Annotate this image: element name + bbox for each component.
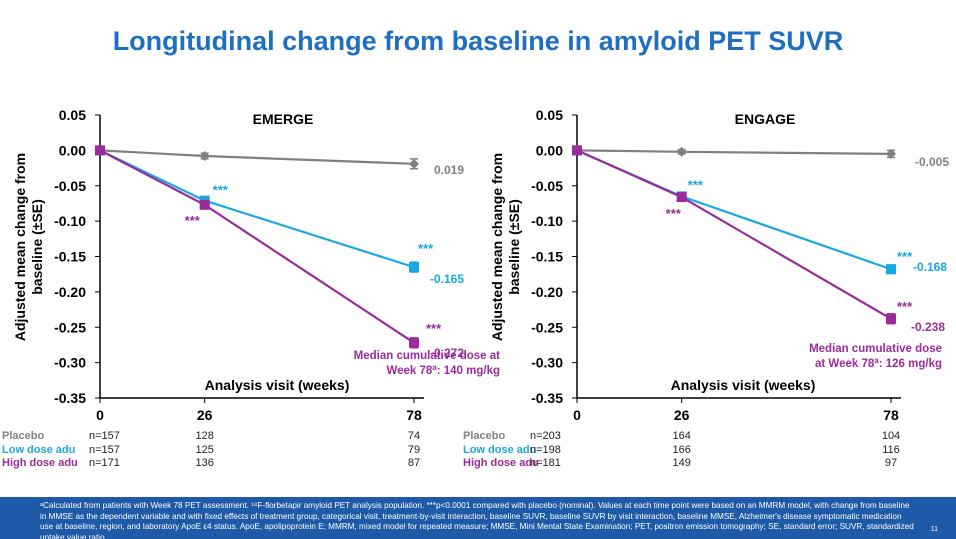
panel-title: ENGAGE	[735, 111, 796, 127]
data-point-placebo	[676, 146, 687, 157]
dose-annotation-line2: at Week 78a: 126 mg/kg	[815, 356, 942, 371]
n-table-label: Placebo	[2, 430, 45, 442]
n-table-label: High dose adu	[463, 457, 539, 469]
x-tick-label: 0	[573, 407, 581, 423]
data-point-high	[199, 199, 210, 210]
data-point-high	[676, 192, 687, 203]
data-point-high	[95, 145, 105, 156]
y-tick-label: -0.15	[54, 249, 86, 265]
y-tick-label: -0.15	[531, 249, 563, 265]
page-number: 11	[930, 526, 938, 533]
n-table-cell: n=171	[89, 457, 120, 469]
series-line-high	[99, 149, 415, 344]
significance-stars-low: ***	[213, 183, 229, 198]
y-tick-label: -0.20	[531, 284, 563, 300]
y-tick-label: 0.05	[59, 107, 86, 123]
n-table-cell: 164	[672, 430, 691, 442]
series-line-placebo	[99, 149, 415, 165]
n-table-cell: 116	[882, 443, 900, 456]
dose-annotation-line2: Week 78a: 140 mg/kg	[386, 363, 500, 378]
y-tick-label: 0.05	[536, 107, 563, 123]
y-tick-label: -0.35	[531, 390, 563, 406]
n-table-cell: 166	[672, 443, 691, 456]
y-axis-title: Adjusted mean change frombaseline (±SE)	[489, 153, 522, 341]
end-value-label-low: -0.168	[913, 260, 947, 274]
end-value-label-placebo: 0.019	[434, 163, 464, 177]
y-axis-title: Adjusted mean change frombaseline (±SE)	[12, 153, 45, 341]
n-table-cell: 97	[884, 457, 898, 469]
y-tick-label: -0.30	[54, 355, 86, 371]
dose-annotation-line1: Median cumulative dose at	[354, 350, 501, 362]
n-table-cell: n=181	[530, 457, 561, 469]
n-table-label: Placebo	[463, 430, 506, 442]
significance-stars-high: ***	[426, 321, 442, 336]
x-tick-label: 0	[96, 407, 104, 423]
data-point-placebo	[409, 158, 419, 169]
significance-stars-high: ***	[897, 299, 913, 314]
n-table-cell: 87	[407, 457, 421, 469]
n-table-cell: 104	[881, 430, 901, 442]
n-table-cell: 128	[195, 430, 214, 442]
significance-stars-high: ***	[666, 206, 682, 221]
end-value-label-high: -0.272	[430, 346, 464, 360]
x-tick-label: 78	[883, 407, 899, 423]
data-point-low	[886, 264, 896, 275]
significance-stars-low: ***	[688, 177, 704, 192]
data-point-placebo	[199, 151, 210, 162]
series-line-high	[576, 149, 892, 320]
n-table-label: High dose adu	[2, 457, 78, 469]
x-tick-label: 78	[406, 407, 422, 423]
dose-annotation-line1: Median cumulative dose	[809, 343, 942, 355]
charts-canvas: 0.05 0.00 -0.05 -0.10 -0.15 -0.20 -0.25 -0.30 -0…	[12, 107, 949, 423]
y-tick-label: 0.00	[59, 142, 86, 158]
y-tick-label: -0.35	[54, 390, 86, 406]
end-value-label-low: -0.165	[430, 272, 464, 286]
y-tick-label: -0.10	[531, 213, 563, 229]
end-value-label-placebo: -0.005	[915, 155, 949, 169]
chart-emerge: 0.05 0.00 -0.05 -0.10 -0.15 -0.20 -0.25 -0.30 -0…	[12, 107, 500, 423]
x-axis-title: Analysis visit (weeks)	[205, 377, 350, 393]
y-tick-label: -0.30	[531, 355, 563, 371]
n-table-cell: 79	[407, 443, 421, 456]
significance-stars-low: ***	[897, 249, 913, 264]
significance-stars-high: ***	[185, 213, 201, 228]
n-table-cell: 74	[407, 430, 421, 442]
panel-title: EMERGE	[253, 111, 314, 127]
y-tick-label: -0.10	[54, 213, 86, 229]
footnote-bar: ᵃCalculated from patients with Week 78 P…	[0, 497, 956, 539]
x-tick-label: 26	[197, 407, 213, 423]
slide-title: Longitudinal change from baseline in amy…	[112, 26, 844, 56]
data-point-high	[572, 145, 582, 156]
significance-stars-low: ***	[418, 241, 434, 256]
end-value-label-high: -0.238	[911, 320, 945, 334]
y-tick-label: -0.25	[531, 319, 563, 335]
n-table-cell: n=157	[89, 430, 120, 442]
n-table-cell: n=157	[89, 443, 120, 456]
x-axis-title: Analysis visit (weeks)	[671, 377, 816, 393]
n-table-label: Low dose adu	[2, 443, 76, 456]
n-table-cell: n=203	[530, 430, 561, 442]
y-tick-label: -0.05	[531, 178, 563, 194]
data-point-high	[409, 337, 419, 348]
n-table-cell: n=198	[530, 443, 561, 456]
y-tick-label: 0.00	[536, 142, 563, 158]
y-tick-label: -0.25	[54, 319, 86, 335]
y-tick-label: -0.05	[54, 178, 86, 194]
series-line-placebo	[576, 149, 892, 156]
series-line-low	[576, 149, 892, 271]
data-point-low	[409, 262, 419, 273]
chart-engage: 0.05 0.00 -0.05 -0.10 -0.15 -0.20 -0.25 -0.30 -0…	[489, 107, 949, 423]
n-table-cell: 136	[195, 457, 214, 469]
data-point-high	[886, 313, 896, 324]
n-table-label: Low dose adu	[463, 443, 537, 456]
x-tick-label: 26	[674, 407, 690, 423]
series-line-low	[99, 149, 415, 269]
n-table-cell: 125	[195, 443, 214, 456]
data-point-placebo	[886, 148, 896, 159]
y-tick-label: -0.20	[54, 284, 86, 300]
footnote-text: ᵃCalculated from patients with Week 78 P…	[40, 501, 914, 539]
n-table-cell: 149	[672, 457, 691, 469]
